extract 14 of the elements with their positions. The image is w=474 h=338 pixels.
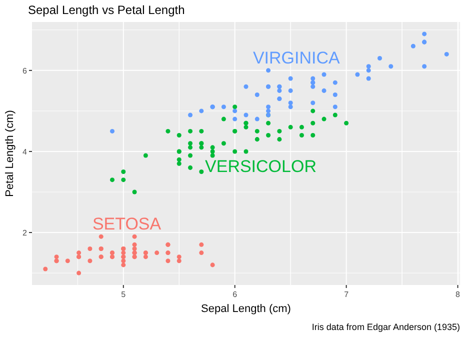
chart-title: Sepal Length vs Petal Length	[28, 3, 185, 17]
y-tick-label: 6	[22, 66, 28, 76]
y-axis-title: Petal Length (cm)	[4, 110, 16, 197]
series-label: VIRGINICA	[252, 48, 341, 68]
y-tick-label: 4	[22, 147, 28, 156]
series-label: VERSICOLOR	[205, 156, 317, 176]
x-tick-label: 7	[344, 290, 350, 299]
series-label: SETOSA	[92, 214, 162, 234]
text: Iris data from Edgar Anderson (1935)	[312, 322, 460, 332]
y-tick-label: 2	[22, 228, 28, 238]
x-tick-label: 6	[232, 290, 238, 299]
x-tick-label: 5	[121, 290, 126, 299]
x-tick-label: 8	[456, 290, 461, 299]
x-axis-title: Sepal Length (cm)	[201, 303, 291, 315]
